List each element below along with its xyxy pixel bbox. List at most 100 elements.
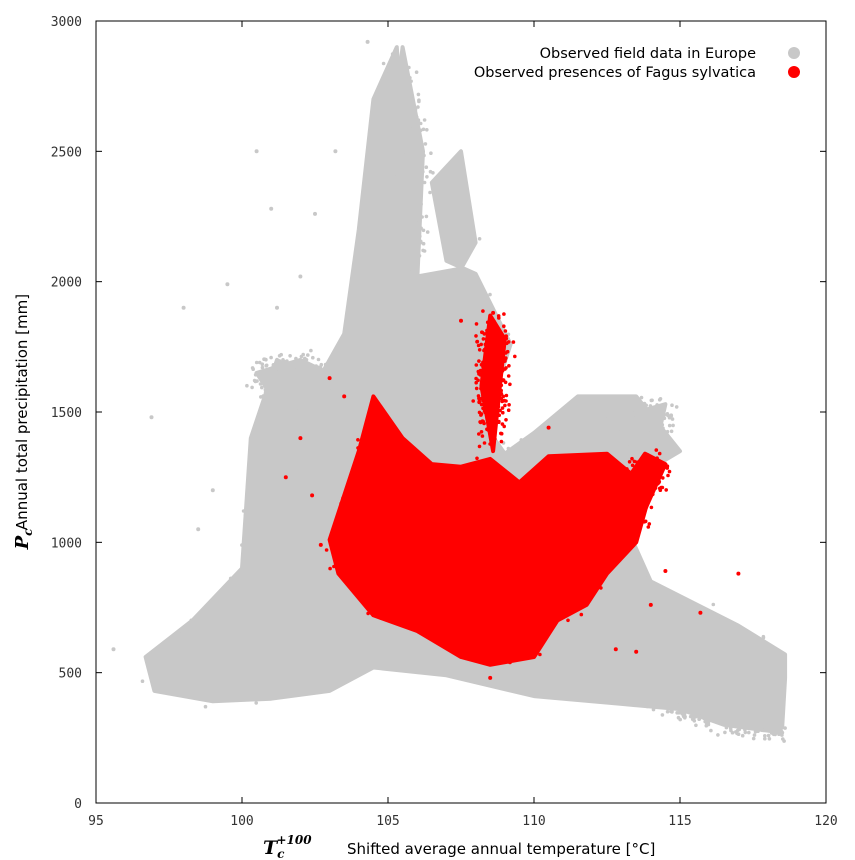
data-point xyxy=(394,227,399,232)
data-point xyxy=(480,636,485,640)
data-point xyxy=(630,406,634,411)
data-point xyxy=(365,39,370,44)
data-point xyxy=(579,477,584,481)
data-point xyxy=(628,477,633,482)
data-point xyxy=(329,645,334,649)
data-point xyxy=(485,512,490,516)
data-point xyxy=(300,380,305,384)
data-point xyxy=(439,281,444,286)
data-point xyxy=(643,519,648,524)
data-point xyxy=(663,433,668,438)
data-point xyxy=(764,708,768,713)
data-point xyxy=(387,234,391,239)
data-point xyxy=(657,432,662,437)
data-point xyxy=(418,346,422,350)
data-point xyxy=(322,420,327,424)
data-point xyxy=(648,492,652,496)
data-point xyxy=(491,324,495,328)
data-point xyxy=(369,377,374,382)
data-point xyxy=(501,526,506,531)
data-point xyxy=(259,374,264,379)
data-point xyxy=(280,384,285,389)
data-point xyxy=(505,341,509,346)
data-point xyxy=(723,730,727,735)
data-point xyxy=(259,547,263,551)
data-point xyxy=(519,636,523,640)
data-point xyxy=(391,269,396,273)
data-point xyxy=(500,350,505,355)
data-point xyxy=(397,244,402,248)
data-point xyxy=(499,383,504,388)
data-point xyxy=(520,641,524,646)
data-point xyxy=(497,420,501,425)
data-point xyxy=(314,364,319,368)
data-point xyxy=(480,330,484,335)
data-point xyxy=(327,403,332,408)
data-point xyxy=(604,412,609,417)
data-point xyxy=(327,376,332,381)
data-point xyxy=(624,415,628,420)
data-point xyxy=(373,548,378,553)
data-point xyxy=(579,612,584,617)
data-point xyxy=(412,146,416,151)
data-point xyxy=(750,710,754,714)
data-point xyxy=(412,111,417,116)
data-point xyxy=(405,424,410,429)
data-point xyxy=(414,70,419,74)
data-point xyxy=(620,663,624,668)
data-point xyxy=(635,460,639,465)
data-point xyxy=(597,425,601,430)
data-point xyxy=(385,121,390,125)
data-point xyxy=(330,367,335,372)
data-point xyxy=(595,439,599,443)
data-point xyxy=(670,403,674,408)
data-point xyxy=(700,617,705,621)
data-point xyxy=(267,384,272,389)
data-point xyxy=(602,582,606,587)
data-point xyxy=(382,139,387,144)
data-point xyxy=(314,380,319,384)
data-point xyxy=(491,571,496,576)
data-point xyxy=(627,483,632,487)
data-point xyxy=(386,463,390,467)
data-point xyxy=(616,484,621,488)
data-point xyxy=(294,388,299,392)
data-point xyxy=(477,444,482,449)
data-point xyxy=(506,446,511,451)
data-point xyxy=(429,151,433,155)
data-point xyxy=(618,521,622,526)
data-point xyxy=(399,113,404,118)
data-point xyxy=(621,525,625,530)
data-point xyxy=(281,387,286,392)
data-point xyxy=(245,383,249,388)
data-point xyxy=(482,392,486,396)
data-point xyxy=(496,378,501,383)
data-point xyxy=(589,415,593,420)
data-point xyxy=(292,385,296,390)
data-point xyxy=(554,415,559,420)
data-point xyxy=(405,68,409,73)
data-point xyxy=(297,382,302,386)
data-point xyxy=(414,217,419,221)
data-point xyxy=(620,670,624,675)
data-point xyxy=(400,147,404,151)
data-point xyxy=(533,618,538,623)
data-point xyxy=(300,394,305,399)
data-point xyxy=(330,390,334,394)
data-point xyxy=(332,660,336,664)
data-point xyxy=(606,440,611,445)
data-point xyxy=(485,320,490,325)
data-point xyxy=(400,473,404,477)
data-point xyxy=(612,449,617,454)
data-point xyxy=(670,417,675,421)
data-point xyxy=(266,368,270,372)
data-point xyxy=(294,396,299,401)
data-point xyxy=(718,699,722,704)
data-point xyxy=(644,407,649,411)
data-point xyxy=(534,548,539,553)
data-point xyxy=(741,705,745,709)
data-point xyxy=(404,111,409,115)
data-point xyxy=(767,737,772,741)
data-point xyxy=(421,228,426,233)
data-point xyxy=(393,210,398,214)
